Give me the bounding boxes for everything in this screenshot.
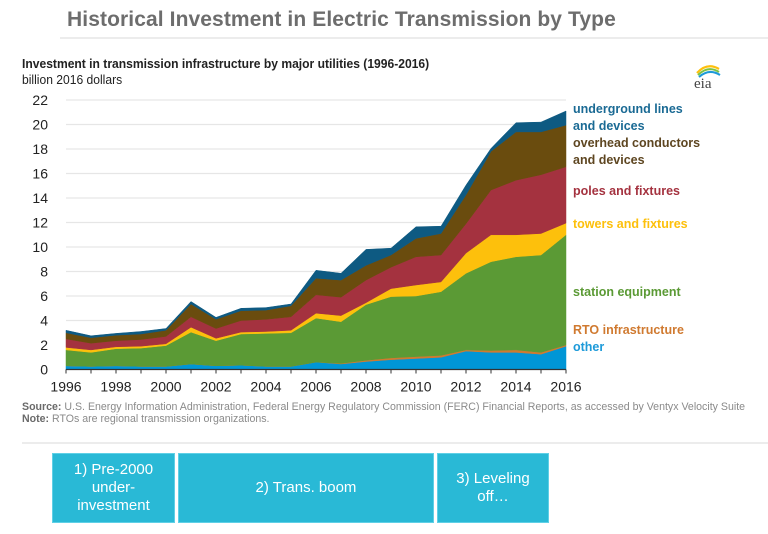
y-tick-label: 8 <box>40 264 48 280</box>
source-label: Source: <box>22 401 62 413</box>
y-tick-label: 4 <box>40 313 48 329</box>
phase-box-pre-2000: 1) Pre-2000 under-investment <box>52 453 175 523</box>
phase-box-trans-boom: 2) Trans. boom <box>178 453 434 523</box>
legend-label: underground lines and devices <box>573 102 683 133</box>
source-note: Source: U.S. Energy Information Administ… <box>22 401 752 425</box>
legend-label: towers and fixtures <box>573 217 688 231</box>
x-tick-label: 2002 <box>200 379 231 395</box>
chart-title: Investment in transmission infrastructur… <box>22 56 430 71</box>
x-tick-label: 2010 <box>400 379 431 395</box>
y-tick-label: 12 <box>32 215 48 231</box>
eia-logo-icon: eia <box>694 65 721 90</box>
y-tick-label: 14 <box>32 190 48 206</box>
note-text: RTOs are regional transmission organizat… <box>49 412 270 425</box>
x-tick-label: 2016 <box>550 379 581 395</box>
phase-box-leveling-off: 3) Leveling off… <box>437 453 549 523</box>
x-tick-label: 2006 <box>300 379 331 395</box>
legend-label: station equipment <box>573 285 681 299</box>
x-tick-label: 2012 <box>450 379 481 395</box>
y-tick-label: 10 <box>32 239 48 255</box>
y-tick-label: 0 <box>40 362 48 378</box>
legend-label: RTO infrastructure <box>573 323 684 337</box>
note-label: Note: <box>22 412 50 425</box>
x-tick-label: 2014 <box>500 379 531 395</box>
title-divider <box>60 37 768 39</box>
legend-label: overhead conductors and devices <box>573 136 701 167</box>
area-underground-lines-and-devices <box>65 110 567 338</box>
phase-label: 1) Pre-2000 under-investment <box>73 461 154 514</box>
x-tick-label: 2008 <box>350 379 381 395</box>
page-title: Historical Investment in Electric Transm… <box>67 8 616 31</box>
x-tick-label: 2000 <box>150 379 181 395</box>
source-text: U.S. Energy Information Administration, … <box>61 401 746 413</box>
x-tick-label: 2004 <box>250 379 281 395</box>
y-tick-label: 20 <box>32 117 48 133</box>
x-tick-label: 1998 <box>100 379 131 395</box>
legend-label: poles and fixtures <box>573 184 680 198</box>
stacked-area-chart: 0 2 4 6 8 10 12 14 16 18 20 22 1996 1998 2000 2002 2004 2… <box>32 92 581 395</box>
y-tick-label: 18 <box>32 141 48 157</box>
legend-label: other <box>573 340 605 354</box>
eia-logo-text: eia <box>694 76 712 90</box>
chart-units-label: billion 2016 dollars <box>22 72 123 87</box>
phase-label: 3) Leveling off… <box>456 470 530 505</box>
y-tick-label: 2 <box>40 337 48 353</box>
x-tick-label: 1996 <box>50 379 81 395</box>
source-divider <box>22 442 768 444</box>
y-tick-label: 16 <box>32 166 48 182</box>
y-tick-label: 22 <box>32 92 48 108</box>
y-tick-label: 6 <box>40 288 48 304</box>
phase-label: 2) Trans. boom <box>255 479 357 496</box>
